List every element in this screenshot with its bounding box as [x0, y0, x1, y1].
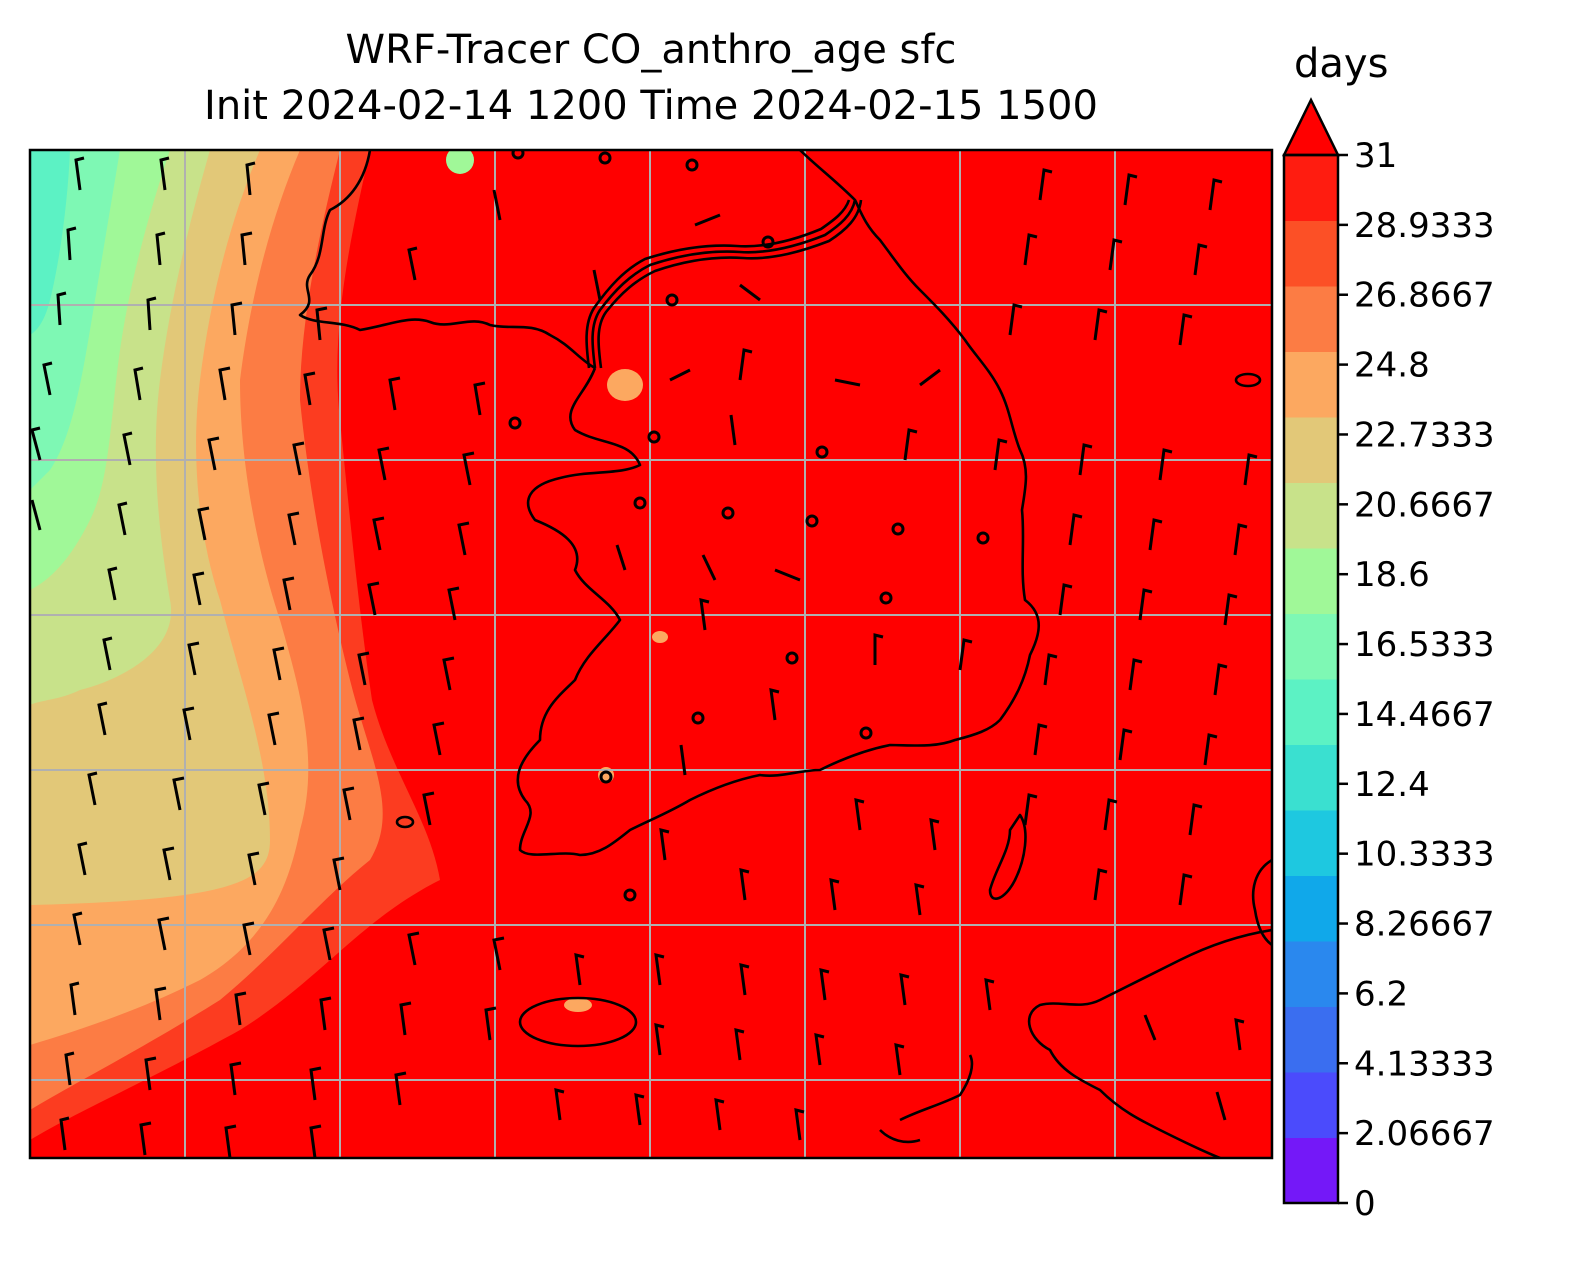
map-title-line2: Init 2024-02-14 1200 Time 2024-02-15 150… — [204, 83, 1098, 129]
gridlines — [30, 150, 1272, 1158]
plot-area — [30, 150, 1272, 1158]
field-spot — [564, 998, 592, 1012]
korea-east-coast — [799, 150, 1040, 721]
jeju-island — [518, 996, 638, 1048]
north-korea-border-2 — [597, 199, 863, 369]
colorbar-tick-label: 6.2 — [1354, 974, 1408, 1014]
kyushu — [1027, 928, 1272, 1158]
colorbar-tick-label: 12.4 — [1354, 765, 1430, 805]
small-island — [1234, 372, 1262, 388]
field-spot — [446, 150, 474, 174]
colorbar-tick-label: 10.3333 — [1354, 835, 1495, 875]
colorbar-band — [1284, 220, 1338, 287]
field-spot — [652, 631, 668, 643]
colorbar-tick-label: 16.5333 — [1354, 625, 1495, 665]
calm-wind-markers — [508, 150, 990, 902]
china-coast — [298, 150, 596, 370]
colorbar-tick-label: 28.9333 — [1354, 206, 1495, 246]
wind-barbs — [30, 156, 1258, 1158]
colorbar-frame — [1282, 153, 1340, 1205]
colorbar-band — [1284, 875, 1338, 942]
korea-west-coast — [516, 367, 1001, 857]
colorbar-band — [1284, 548, 1338, 614]
japan-coast-se — [1251, 858, 1272, 947]
colorbar-band — [1284, 810, 1338, 876]
colorbar-band — [1284, 613, 1338, 680]
colorbar-tick-label: 18.6 — [1354, 555, 1430, 595]
colorbar-tick-label: 24.8 — [1354, 346, 1430, 386]
field-spot — [607, 369, 643, 401]
colorbar-tick-label: 0 — [1354, 1184, 1376, 1224]
colorbar-band — [1284, 1137, 1338, 1204]
colorbar-band — [1284, 482, 1338, 549]
southwest-islands — [879, 1054, 974, 1144]
field-band-teal — [30, 150, 70, 335]
colorbar-tick-label: 14.4667 — [1354, 695, 1495, 735]
colorbar-band — [1284, 679, 1338, 745]
colorbar-tick-label: 31 — [1354, 136, 1397, 176]
small-island — [395, 815, 415, 829]
colorbar-band — [1284, 1006, 1338, 1073]
colorbar-band — [1284, 286, 1338, 352]
colorbar-band — [1284, 1072, 1338, 1138]
colorbar-units-label: days — [1294, 41, 1389, 87]
colorbar-band — [1284, 417, 1338, 483]
colorbar-tick-label: 22.7333 — [1354, 415, 1495, 455]
coastlines — [298, 150, 1272, 1158]
colorbar-tick-label: 20.6667 — [1354, 485, 1495, 525]
colorbar-band — [1284, 744, 1338, 811]
colorbar: 0 2.06667 4.13333 6.2 8.26667 10.3333 12.4 14.4… — [1281, 97, 1495, 1224]
map-title-line1: WRF-Tracer CO_anthro_age sfc — [345, 27, 957, 73]
colorbar-tick-label: 4.13333 — [1354, 1044, 1495, 1084]
colorbar-tick-label: 8.26667 — [1354, 905, 1495, 945]
colorbar-band — [1284, 941, 1338, 1007]
colorbar-band — [1284, 351, 1338, 418]
colorbar-tick-label: 2.06667 — [1354, 1114, 1495, 1154]
colorbar-tick-label: 26.8667 — [1354, 276, 1495, 316]
plot-frame — [28, 148, 1274, 1160]
colorbar-band — [1284, 155, 1338, 221]
north-korea-border — [591, 199, 857, 369]
north-korea-border-3 — [585, 199, 851, 369]
tsushima — [988, 813, 1027, 900]
colorbar-extend-arrow — [1281, 97, 1341, 157]
